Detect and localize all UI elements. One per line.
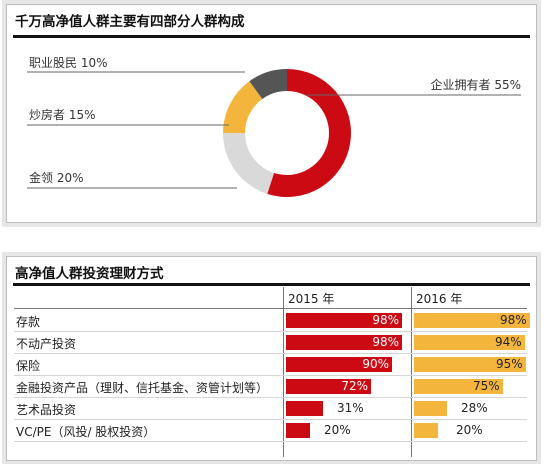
row-label: 金融投资产品（理财、信托基金、资管计划等） [16, 381, 269, 395]
donut-chart: 企业拥有者 55% 金领 20% 炒房者 15% 职业股民 10% [27, 56, 522, 197]
bar-2015 [286, 423, 310, 438]
value-label-2015: 31% [337, 401, 364, 415]
table-title: 高净值人群投资理财方式 [15, 266, 164, 282]
donut-label-2: 炒房者 15% [29, 107, 96, 122]
table-row: 不动产投资 98% 94% [14, 332, 527, 354]
bar-2016 [414, 423, 438, 438]
bar-2016 [414, 313, 530, 328]
donut-panel: 千万高净值人群主要有四部分人群构成 企业拥有者 55% 金领 20% 炒房者 15%… [6, 4, 537, 223]
header-2015: 2015 年 [288, 292, 335, 306]
row-label: VC/PE（风投/ 股权投资） [16, 425, 156, 439]
row-label: 保险 [16, 359, 41, 373]
header-2016: 2016 年 [416, 292, 463, 306]
bar-2016 [414, 357, 526, 372]
table-row: VC/PE（风投/ 股权投资） 20% 20% [14, 420, 527, 442]
value-label-2016: 95% [496, 357, 523, 371]
column-divider-2016 [411, 287, 412, 457]
value-label-2016: 98% [500, 313, 527, 327]
bar-2016 [414, 401, 447, 416]
donut-title-rule [13, 35, 530, 38]
value-label-2016: 75% [473, 379, 500, 393]
bar-2015 [286, 357, 392, 372]
bar-2015 [286, 313, 402, 328]
donut-slice-2 [223, 81, 263, 133]
bar-2016 [414, 379, 503, 394]
bar-2016 [414, 335, 525, 350]
value-label-2015: 90% [362, 357, 389, 371]
value-label-2015: 98% [372, 313, 399, 327]
value-label-2016: 28% [461, 401, 488, 415]
donut-slice-3 [249, 69, 287, 100]
table-panel: 高净值人群投资理财方式 2015 年 2016 年 存款 98% 98% 不动产投资 9… [6, 256, 537, 461]
donut-label-3: 职业股民 10% [29, 56, 108, 70]
bar-2015 [286, 401, 323, 416]
table-header-row: 2015 年 2016 年 [14, 287, 527, 309]
value-label-2015: 72% [341, 379, 368, 393]
donut-title: 千万高净值人群主要有四部分人群构成 [15, 14, 245, 30]
row-label: 艺术品投资 [16, 403, 77, 417]
column-divider-2015 [283, 287, 284, 457]
value-label-2015: 98% [372, 335, 399, 349]
table-row: 金融投资产品（理财、信托基金、资管计划等） 72% 75% [14, 376, 527, 398]
bar-2015 [286, 335, 402, 350]
row-label: 不动产投资 [16, 337, 77, 351]
value-label-2016: 94% [495, 335, 522, 349]
row-label: 存款 [16, 315, 41, 329]
table-row: 存款 98% 98% [14, 310, 530, 332]
bar-2015 [286, 379, 371, 394]
donut-label-1: 金领 20% [29, 170, 84, 185]
donut-slice-0 [267, 69, 351, 197]
donut-slice-1 [223, 133, 275, 194]
table-title-rule [13, 283, 530, 286]
value-label-2015: 20% [324, 423, 351, 437]
donut-label-0: 企业拥有者 55% [431, 77, 522, 92]
table-row: 艺术品投资 31% 28% [14, 398, 527, 420]
value-label-2016: 20% [456, 423, 483, 437]
table-row: 保险 90% 95% [14, 354, 527, 376]
